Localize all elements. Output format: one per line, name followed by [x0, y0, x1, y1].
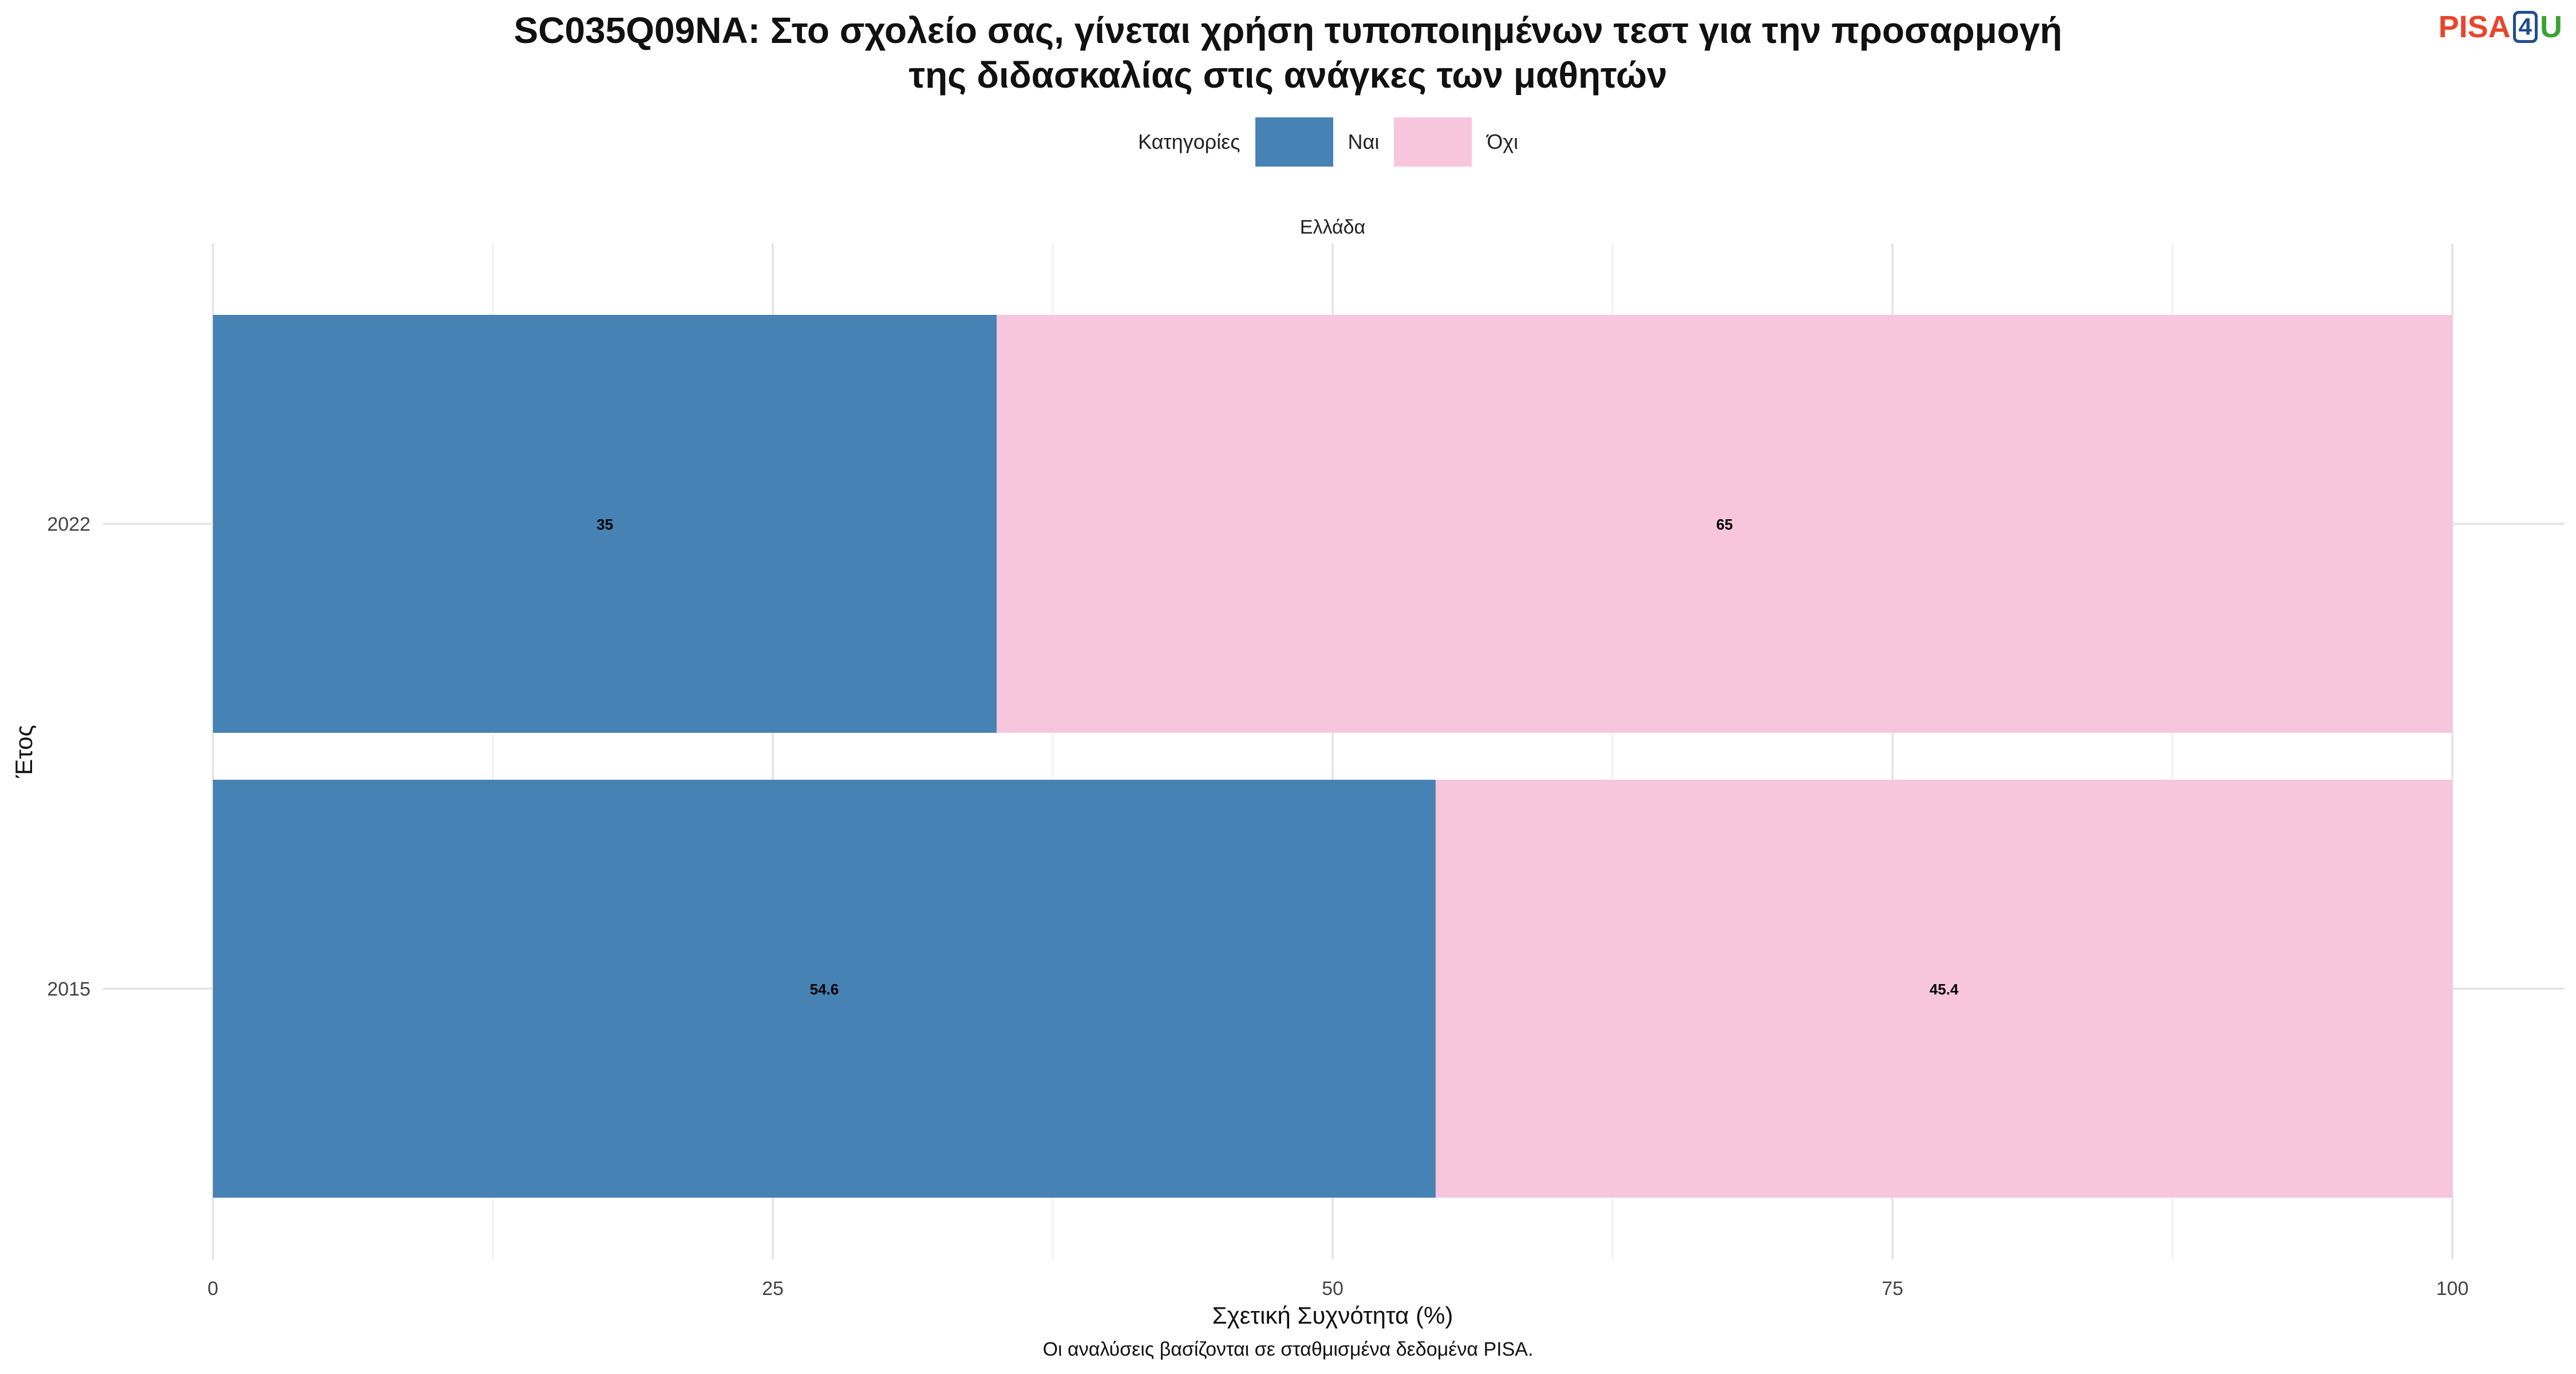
legend-title: Κατηγορίες [1138, 130, 1240, 153]
chart-title-line-2: της διδασκαλίας στις ανάγκες των μαθητών [908, 54, 1668, 96]
logo-u-text: U [2540, 10, 2562, 44]
pisa4u-logo: PISA 4 U [2439, 9, 2562, 45]
legend-label-nai: Ναι [1348, 130, 1380, 153]
data-label-2015-ochi: 45.4 [1930, 981, 1959, 998]
x-tick-label: 75 [1882, 1278, 1903, 1300]
chart-title: SC035Q09NA: Στο σχολείο σας, γίνεται χρή… [0, 8, 2576, 97]
x-tick-label: 50 [1322, 1278, 1344, 1300]
legend-key-ochi [1394, 117, 1472, 167]
chart-caption: Οι αναλύσεις βασίζονται σε σταθμισμένα δ… [1042, 1339, 1534, 1360]
data-label-2022-nai: 35 [596, 516, 613, 533]
logo-pisa-text: PISA [2438, 10, 2511, 44]
logo-four-box: 4 [2512, 11, 2538, 43]
legend-label-ochi: Όχι [1487, 130, 1519, 153]
bar-2022-nai [213, 315, 997, 733]
y-tick-label: 2022 [47, 514, 90, 535]
bar-2022-ochi [997, 315, 2452, 733]
x-tick-label: 100 [2436, 1278, 2469, 1300]
x-tick-label: 0 [208, 1278, 219, 1300]
data-label-2022-ochi: 65 [1716, 516, 1733, 533]
x-tick-label: 25 [762, 1278, 784, 1300]
y-tick-label: 2015 [47, 978, 90, 1000]
x-axis-title: Σχετική Συχνότητα (%) [1212, 1302, 1453, 1329]
data-label-2015-nai: 54.6 [810, 981, 839, 998]
legend-key-nai [1255, 117, 1333, 167]
bar-2015-ochi [1435, 780, 2452, 1198]
chart-legend: Κατηγορίες Ναι Όχι [1138, 117, 1533, 167]
bar-2015-nai [213, 780, 1436, 1198]
facet-label: Ελλάδα [1300, 216, 1365, 238]
y-axis-title: Έτος [10, 725, 37, 779]
chart-title-line-1: SC035Q09NA: Στο σχολείο σας, γίνεται χρή… [513, 10, 2063, 51]
